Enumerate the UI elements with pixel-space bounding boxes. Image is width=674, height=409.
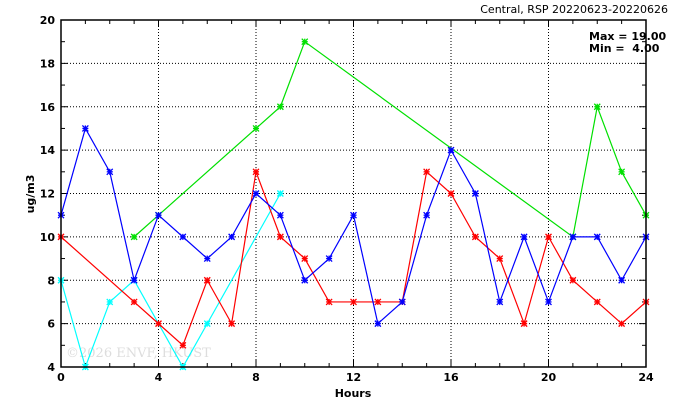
data-point-day3: [228, 320, 236, 328]
y-tick-label: 20: [40, 14, 56, 27]
x-axis-label: Hours: [335, 387, 372, 400]
data-point-day4: [520, 233, 528, 241]
data-point-day2: [252, 124, 260, 132]
data-point-day3: [155, 320, 162, 328]
y-tick-label: 16: [40, 101, 56, 114]
x-tick-label: 20: [541, 371, 557, 384]
chart-title: Central, RSP 20220623-20220626: [480, 3, 668, 16]
data-point-day4: [374, 320, 382, 328]
data-point-day4: [471, 190, 479, 197]
y-tick-label: 10: [40, 231, 56, 244]
data-point-day3: [423, 168, 431, 176]
data-point-day4: [252, 190, 260, 197]
x-tick-label: 0: [57, 371, 65, 384]
y-axis-label: ug/m3: [24, 175, 37, 214]
data-point-day3: [496, 255, 504, 263]
min-label: Min = 4.00: [589, 42, 660, 55]
data-point-day4: [350, 211, 357, 219]
y-tick-label: 8: [47, 274, 55, 287]
data-point-day4: [130, 276, 138, 284]
y-tick-label: 14: [40, 144, 56, 157]
data-point-day3: [545, 233, 552, 241]
series-line-day2: [133, 40, 647, 238]
data-point-day4: [155, 211, 162, 219]
x-tick-label: 24: [638, 371, 654, 384]
data-point-day2: [301, 38, 309, 46]
data-point-day4: [203, 255, 211, 263]
data-point-day1: [276, 190, 284, 197]
data-point-day4: [325, 255, 333, 263]
data-point-day2: [618, 168, 626, 176]
data-point-day1: [203, 320, 211, 328]
data-point-day3: [618, 320, 626, 328]
data-point-day3: [593, 298, 601, 306]
data-point-day2: [593, 103, 601, 111]
plot-frame: [60, 19, 647, 368]
y-tick-label: 18: [40, 57, 55, 70]
y-tick-label: 12: [40, 188, 55, 201]
x-tick-label: 12: [346, 371, 361, 384]
data-point-day3: [471, 233, 479, 241]
data-point-day3: [179, 341, 187, 349]
data-point-day3: [276, 233, 284, 241]
data-point-day3: [350, 298, 357, 306]
data-point-day1: [106, 298, 114, 306]
data-point-day4: [398, 298, 406, 306]
data-point-day2: [276, 103, 284, 111]
max-label: Max = 19.00: [589, 30, 666, 43]
data-point-day2: [130, 233, 138, 241]
data-point-day4: [301, 276, 309, 284]
data-point-day4: [569, 233, 577, 241]
data-point-day3: [301, 255, 309, 263]
data-point-day3: [447, 190, 455, 197]
data-point-day3: [325, 298, 333, 306]
x-tick-label: 4: [155, 371, 163, 384]
data-point-day4: [447, 146, 455, 154]
data-point-day4: [545, 298, 552, 306]
data-point-day4: [593, 233, 601, 241]
y-tick-label: 4: [47, 361, 55, 374]
data-point-day4: [81, 124, 89, 132]
data-point-day3: [520, 320, 528, 328]
watermark: ©2026 ENVF, HKUST: [66, 346, 211, 361]
x-tick-label: 8: [252, 371, 260, 384]
data-point-day3: [252, 168, 260, 176]
data-point-day4: [179, 233, 187, 241]
x-tick-label: 16: [443, 371, 459, 384]
data-point-day4: [228, 233, 236, 241]
data-point-day3: [569, 276, 577, 284]
data-point-day3: [374, 298, 382, 306]
data-point-day4: [276, 211, 284, 219]
data-point-day4: [496, 298, 504, 306]
data-point-day4: [106, 168, 114, 176]
data-point-day3: [130, 298, 138, 306]
data-point-day3: [203, 276, 211, 284]
y-tick-label: 6: [47, 318, 55, 331]
data-point-day4: [423, 211, 431, 219]
data-point-day4: [618, 276, 626, 284]
